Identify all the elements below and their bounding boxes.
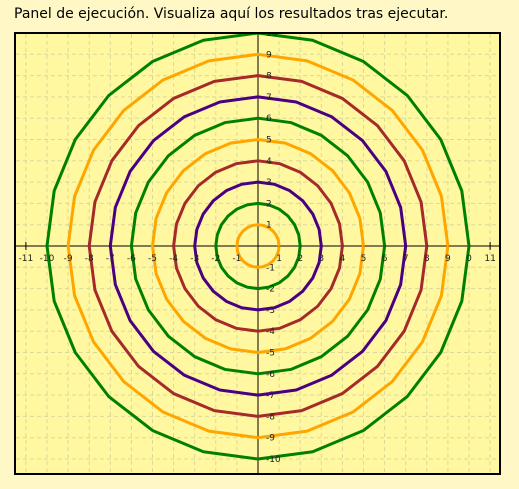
y-tick-label: 2 bbox=[266, 199, 272, 209]
y-tick-label: 5 bbox=[266, 136, 272, 146]
y-tick-label: -8 bbox=[266, 412, 275, 422]
x-tick-label: -8 bbox=[85, 254, 94, 264]
y-tick-label: -2 bbox=[266, 285, 275, 295]
x-tick-label: 9 bbox=[445, 254, 451, 264]
circle-r6 bbox=[129, 116, 387, 376]
x-tick-label: -10 bbox=[40, 254, 55, 264]
x-tick-label: 5 bbox=[361, 254, 367, 264]
x-tick-label: -9 bbox=[64, 254, 73, 264]
y-tick-label: 9 bbox=[266, 50, 272, 60]
x-tick-label: 3 bbox=[318, 254, 324, 264]
circle-r7 bbox=[108, 95, 408, 397]
circle-r5 bbox=[151, 138, 365, 354]
y-tick-label: -6 bbox=[266, 370, 275, 380]
y-tick-label: -7 bbox=[266, 391, 275, 401]
circle-r4 bbox=[172, 159, 344, 333]
y-tick-label: 4 bbox=[266, 157, 272, 167]
y-tick-label: -5 bbox=[266, 349, 275, 359]
y-tick-label: 3 bbox=[266, 178, 272, 188]
x-tick-label: 2 bbox=[297, 254, 303, 264]
y-tick-label: 8 bbox=[266, 72, 272, 82]
x-tick-label: -11 bbox=[19, 254, 34, 264]
x-tick-label: 7 bbox=[403, 254, 409, 264]
panel-caption: Panel de ejecución. Visualiza aquí los r… bbox=[14, 6, 449, 22]
circle-r2 bbox=[214, 201, 302, 291]
x-tick-label: 11 bbox=[484, 254, 495, 264]
x-tick-label: -3 bbox=[190, 254, 199, 264]
x-tick-label: 4 bbox=[340, 254, 346, 264]
y-tick-label: -9 bbox=[266, 434, 275, 444]
x-tick-label: -5 bbox=[148, 254, 157, 264]
x-tick-label: -2 bbox=[211, 254, 220, 264]
y-tick-label: -3 bbox=[266, 306, 275, 316]
circle-series bbox=[45, 34, 471, 461]
circle-r8 bbox=[87, 74, 429, 418]
y-tick-label: 10 bbox=[266, 34, 278, 39]
x-tick-label: 0 bbox=[466, 254, 472, 264]
tick-labels: -11 -10 -9 -8 -7 -6 -5 -4 -3 -2 -1 1 2 3 4 5 6 7 8 9 0 111098… bbox=[19, 34, 496, 465]
y-tick-label: -4 bbox=[266, 327, 275, 337]
y-tick-label: 6 bbox=[266, 114, 272, 124]
x-tick-label: -1 bbox=[232, 254, 241, 264]
y-tick-label: 7 bbox=[266, 93, 272, 103]
x-tick-label: -6 bbox=[127, 254, 136, 264]
circle-r1 bbox=[235, 223, 281, 269]
circle-r10 bbox=[45, 34, 471, 461]
circle-r3 bbox=[193, 180, 323, 312]
circles-plot: -11 -10 -9 -8 -7 -6 -5 -4 -3 -2 -1 1 2 3 4 5 6 7 8 9 0 111098… bbox=[16, 34, 499, 473]
y-tick-label: 1 bbox=[266, 221, 272, 231]
x-tick-label: 1 bbox=[276, 254, 282, 264]
x-tick-label: 8 bbox=[424, 254, 430, 264]
y-tick-label: -1 bbox=[266, 263, 275, 273]
x-tick-label: 6 bbox=[382, 254, 388, 264]
x-tick-label: -7 bbox=[106, 254, 115, 264]
y-tick-label: -10 bbox=[266, 455, 281, 465]
circle-r9 bbox=[66, 52, 450, 440]
execution-panel-plot: -11 -10 -9 -8 -7 -6 -5 -4 -3 -2 -1 1 2 3 4 5 6 7 8 9 0 11 10 9 8… bbox=[14, 32, 501, 475]
x-tick-label: -4 bbox=[169, 254, 178, 264]
